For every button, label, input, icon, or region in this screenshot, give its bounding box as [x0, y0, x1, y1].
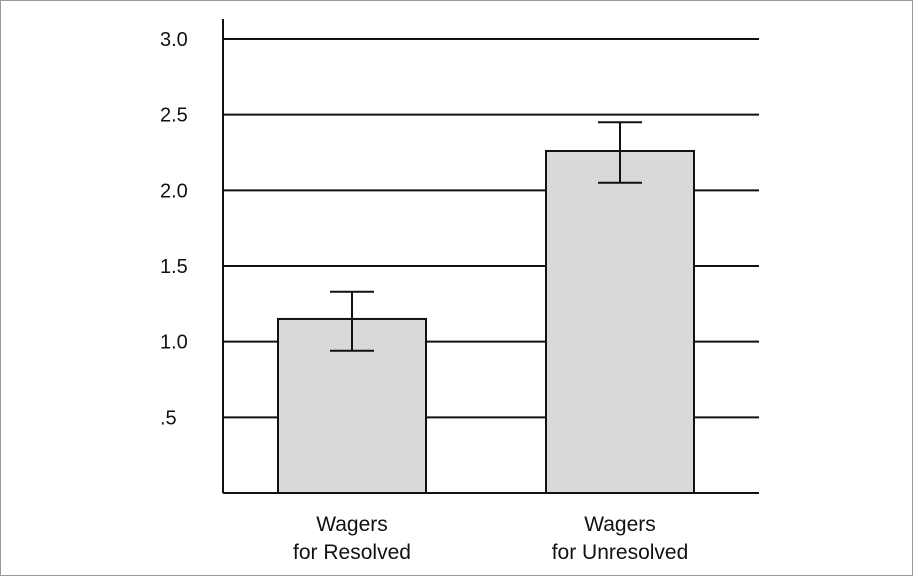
y-tick-label: 2.5 — [160, 105, 188, 127]
y-tick-label: 1.0 — [160, 332, 188, 354]
y-tick-label: 2.0 — [160, 180, 188, 202]
x-category-label-line2: for Resolved — [293, 541, 411, 564]
x-category-label-line2: for Unresolved — [552, 541, 689, 564]
bars — [277, 149, 695, 495]
bar — [545, 149, 695, 494]
x-category-label-line1: Wagers — [584, 513, 656, 536]
error-bars — [330, 121, 642, 352]
y-tick-label: 1.5 — [160, 256, 188, 278]
y-tick-label: 3.0 — [160, 29, 188, 51]
x-category-label-line1: Wagers — [316, 513, 388, 536]
axes — [222, 19, 759, 494]
axis-labels: .5 1.0 1.5 2.0 2.5 3.0 Wagers for Resolved Wager… — [160, 29, 688, 564]
y-tick-label: .5 — [160, 407, 177, 429]
